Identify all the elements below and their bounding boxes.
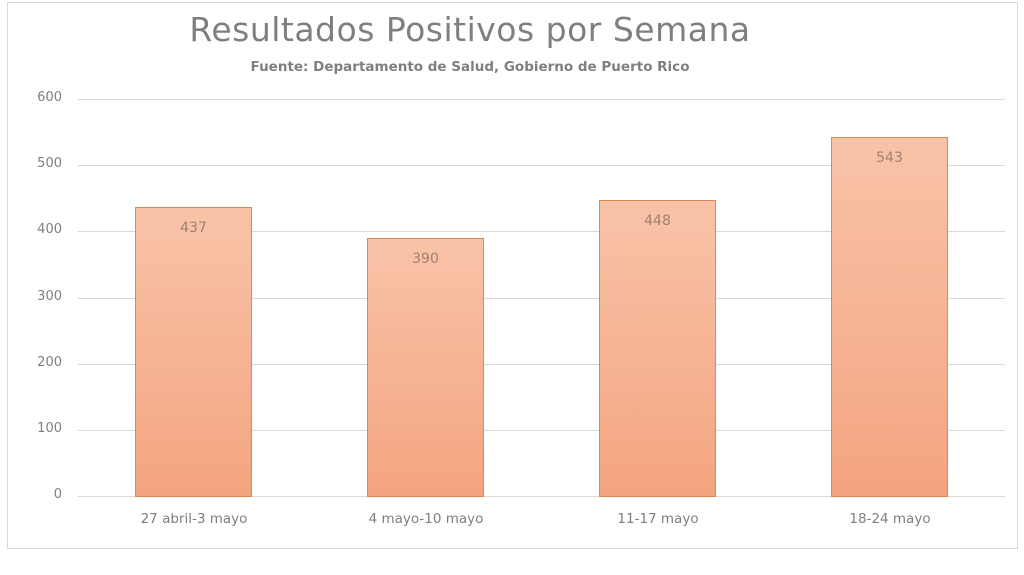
gridline	[78, 231, 1005, 232]
chart-title: Resultados Positivos por Semana	[189, 10, 751, 49]
bar-data-label: 543	[876, 150, 903, 166]
x-axis-category-label: 11-17 mayo	[617, 511, 699, 527]
y-axis-tick-label: 0	[53, 487, 62, 502]
bar-data-label: 437	[180, 220, 207, 236]
bar: 390	[367, 238, 484, 497]
chart-subtitle: Fuente: Departamento de Salud, Gobierno …	[250, 59, 690, 75]
bar: 437	[135, 207, 252, 497]
gridline	[78, 298, 1005, 299]
y-axis-tick-label: 100	[37, 421, 62, 436]
gridline	[78, 496, 1005, 497]
bar-data-label: 448	[644, 213, 671, 229]
bar: 448	[599, 200, 716, 497]
y-axis-tick-label: 200	[37, 355, 62, 370]
bar: 543	[831, 137, 948, 497]
y-axis-tick-label: 500	[37, 156, 62, 171]
gridline	[78, 99, 1005, 100]
y-axis-tick-label: 600	[37, 90, 62, 105]
gridline	[78, 165, 1005, 166]
y-axis-tick-label: 400	[37, 222, 62, 237]
bar-data-label: 390	[412, 251, 439, 267]
x-axis-category-label: 27 abril-3 mayo	[140, 511, 248, 527]
gridline	[78, 430, 1005, 431]
y-axis-tick-label: 300	[37, 289, 62, 304]
x-axis-category-label: 4 mayo-10 mayo	[368, 511, 484, 527]
x-axis-category-label: 18-24 mayo	[849, 511, 931, 527]
gridline	[78, 364, 1005, 365]
